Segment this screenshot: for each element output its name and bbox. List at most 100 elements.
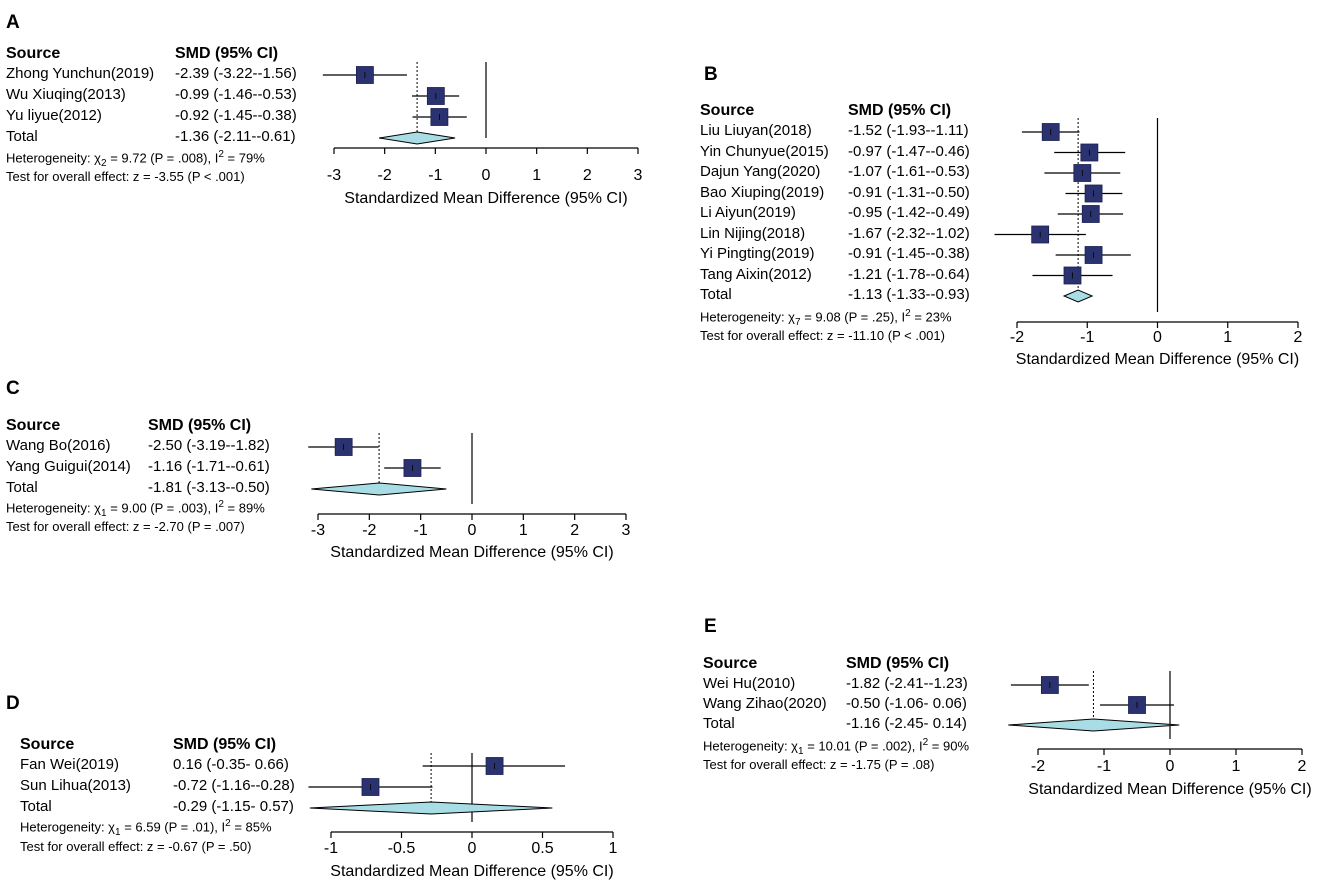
total-smd-ci: -0.29 (-1.15- 0.57) xyxy=(173,798,294,815)
x-tick-label: 0 xyxy=(468,522,477,539)
study-marker xyxy=(1021,123,1080,141)
x-tick-label: 3 xyxy=(634,167,643,184)
study-smd-ci: -0.72 (-1.16--0.28) xyxy=(173,777,295,794)
heterogeneity-stat: Heterogeneity: χ1 = 6.59 (P = .01), I2 =… xyxy=(20,819,272,838)
heterogeneity-end: = 90% xyxy=(931,738,970,754)
heterogeneity-stat: Heterogeneity: χ2 = 9.72 (P = .008), I2 … xyxy=(6,150,265,169)
x-tick-label: -1 xyxy=(1097,758,1111,775)
study-smd-ci: -0.95 (-1.42--0.49) xyxy=(848,204,970,221)
overall-effect-test: Test for overall effect: z = -1.75 (P = … xyxy=(703,757,935,772)
x-tick-label: -3 xyxy=(327,167,341,184)
total-label: Total xyxy=(703,715,735,732)
pooled-diamond xyxy=(311,482,447,496)
study-name: Wang Zihao(2020) xyxy=(703,695,827,712)
study-smd-ci: 0.16 (-0.35- 0.66) xyxy=(173,756,289,773)
study-marker xyxy=(384,459,441,477)
study-smd-ci: -2.50 (-3.19--1.82) xyxy=(148,437,270,454)
x-tick-label: 3 xyxy=(622,522,631,539)
study-name: Yin Chunyue(2015) xyxy=(700,142,829,160)
study-marker xyxy=(1065,184,1123,203)
study-marker xyxy=(1100,696,1174,714)
x-axis-title: Standardized Mean Difference (95% CI) xyxy=(1028,781,1311,798)
x-tick-label: -0.5 xyxy=(388,840,416,857)
heterogeneity-rest: = 10.01 (P = .002), I xyxy=(807,738,923,754)
x-tick-label: 0 xyxy=(468,840,477,857)
study-smd-ci: -0.97 (-1.47--0.46) xyxy=(848,142,970,160)
x-tick-label: 1 xyxy=(532,167,541,184)
study-name: Wu Xiuqing(2013) xyxy=(6,86,126,103)
heterogeneity-stat: Heterogeneity: χ1 = 9.00 (P = .003), I2 … xyxy=(6,500,265,519)
heterogeneity-i2: 2 xyxy=(922,737,929,748)
heterogeneity-df: 1 xyxy=(101,507,107,519)
study-name: Wang Bo(2016) xyxy=(6,437,111,454)
column-header-smd: SMD (95% CI) xyxy=(848,102,952,119)
heterogeneity-i2: 2 xyxy=(225,818,231,829)
heterogeneity-rest: = 9.72 (P = .008), I xyxy=(110,150,219,166)
total-label: Total xyxy=(6,479,38,496)
x-axis-title: Standardized Mean Difference (95% CI) xyxy=(330,863,613,880)
x-tick-label: -3 xyxy=(311,522,325,539)
x-tick-label: 0 xyxy=(1166,758,1175,775)
study-name: Yu liyue(2012) xyxy=(6,107,102,124)
study-marker xyxy=(412,108,467,126)
x-tick-label: 2 xyxy=(1298,758,1307,775)
study-name: Yang Guigui(2014) xyxy=(6,458,131,475)
study-smd-ci: -1.07 (-1.61--0.53) xyxy=(848,163,970,180)
study-smd-ci: -0.50 (-1.06- 0.06) xyxy=(846,695,967,712)
x-tick-label: 0 xyxy=(482,167,491,184)
study-marker xyxy=(308,438,379,456)
pooled-diamond xyxy=(379,131,456,145)
x-tick-label: -1 xyxy=(414,522,428,539)
panel-label: E xyxy=(704,616,717,637)
study-smd-ci: -2.39 (-3.22--1.56) xyxy=(175,65,297,82)
panel-label: C xyxy=(6,378,20,399)
overall-effect-test: Test for overall effect: z = -0.67 (P = … xyxy=(20,839,252,854)
study-name: Zhong Yunchun(2019) xyxy=(6,65,155,82)
study-name: Yi Pingting(2019) xyxy=(700,245,815,262)
total-smd-ci: -1.36 (-2.11--0.61) xyxy=(175,128,296,145)
study-marker xyxy=(1055,246,1131,264)
x-tick-label: -1 xyxy=(1080,329,1094,346)
heterogeneity-stat: Heterogeneity: χ7 = 9.08 (P = .25), I2 =… xyxy=(700,309,952,328)
study-name: Wei Hu(2010) xyxy=(703,675,796,692)
total-smd-ci: -1.16 (-2.45- 0.14) xyxy=(846,715,967,732)
heterogeneity-stat: Heterogeneity: χ1 = 10.01 (P = .002), I2… xyxy=(703,738,969,757)
study-name: Bao Xiuping(2019) xyxy=(700,183,825,201)
x-tick-label: -2 xyxy=(1010,329,1024,346)
column-header-smd: SMD (95% CI) xyxy=(175,45,279,62)
heterogeneity-df: 1 xyxy=(798,745,804,757)
x-tick-label: 2 xyxy=(1294,329,1303,346)
x-tick-label: 0 xyxy=(1153,329,1162,346)
overall-effect-test: Test for overall effect: z = -11.10 (P <… xyxy=(700,328,945,343)
study-marker xyxy=(1057,205,1124,223)
x-tick-label: -2 xyxy=(1031,758,1045,775)
x-tick-label: 1 xyxy=(1223,329,1232,346)
study-smd-ci: -0.92 (-1.45--0.38) xyxy=(175,107,297,124)
x-axis-title: Standardized Mean Difference (95% CI) xyxy=(330,544,613,561)
study-marker xyxy=(1054,143,1126,162)
column-header-source: Source xyxy=(6,417,61,434)
heterogeneity-rest: = 9.00 (P = .003), I xyxy=(110,500,219,516)
total-smd-ci: -1.13 (-1.33--0.93) xyxy=(848,286,970,303)
heterogeneity-i2: 2 xyxy=(905,308,911,319)
heterogeneity-end: = 89% xyxy=(227,500,265,516)
heterogeneity-i2: 2 xyxy=(218,499,224,510)
study-marker xyxy=(994,225,1086,244)
total-label: Total xyxy=(700,286,732,303)
x-tick-label: 0.5 xyxy=(531,840,553,857)
column-header-smd: SMD (95% CI) xyxy=(846,655,950,672)
column-header-smd: SMD (95% CI) xyxy=(173,736,277,753)
study-smd-ci: -1.67 (-2.32--1.02) xyxy=(848,224,970,242)
column-header-source: Source xyxy=(700,102,755,119)
study-marker xyxy=(322,66,407,84)
overall-effect-test: Test for overall effect: z = -2.70 (P = … xyxy=(6,519,245,534)
heterogeneity-i2: 2 xyxy=(218,149,224,160)
panel-label: D xyxy=(6,693,20,714)
study-name: Tang Aixin(2012) xyxy=(700,265,812,283)
total-label: Total xyxy=(20,798,52,815)
column-header-source: Source xyxy=(6,45,61,62)
pooled-diamond xyxy=(309,801,553,815)
column-header-source: Source xyxy=(703,655,758,672)
